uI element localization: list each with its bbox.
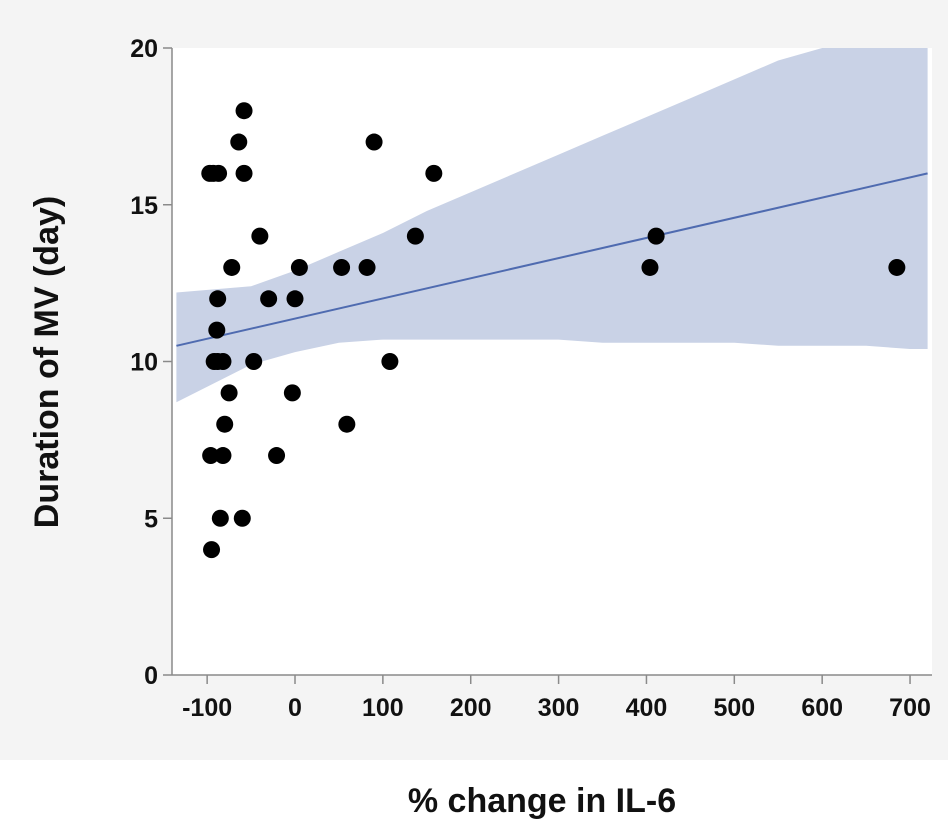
data-point xyxy=(220,384,238,402)
data-point xyxy=(260,290,278,308)
data-point xyxy=(208,321,226,339)
x-tick-label: 700 xyxy=(889,694,931,722)
y-tick-label: 20 xyxy=(130,35,158,63)
data-point xyxy=(211,509,229,527)
data-point xyxy=(338,415,356,433)
data-point xyxy=(283,384,301,402)
data-point xyxy=(230,133,248,151)
data-point xyxy=(358,258,376,276)
data-point xyxy=(214,447,232,465)
x-tick-label: 500 xyxy=(713,694,755,722)
data-point xyxy=(425,164,443,182)
y-tick-label: 15 xyxy=(130,192,158,220)
confidence-band xyxy=(176,48,928,403)
data-point xyxy=(268,447,286,465)
fit-line xyxy=(176,172,928,347)
points-layer xyxy=(201,102,906,559)
x-tick-label: -100 xyxy=(182,694,232,722)
x-tick-label: 300 xyxy=(538,694,580,722)
data-point xyxy=(381,353,399,370)
data-point xyxy=(245,353,263,370)
x-axis-title: % change in IL-6 xyxy=(408,782,676,820)
data-point xyxy=(647,227,665,245)
x-tick-label: 100 xyxy=(362,694,404,722)
data-point xyxy=(406,227,424,245)
data-point xyxy=(286,290,304,308)
data-point xyxy=(641,258,659,276)
data-point xyxy=(203,541,221,559)
y-tick-label: 0 xyxy=(144,662,158,690)
confidence-band-layer xyxy=(176,48,928,403)
y-tick-label: 10 xyxy=(130,349,158,377)
y-axis-title: Duration of MV (day) xyxy=(28,196,66,528)
data-point xyxy=(223,258,241,276)
data-point xyxy=(233,509,251,527)
x-tick-label: 200 xyxy=(450,694,492,722)
data-point xyxy=(888,258,906,276)
data-point xyxy=(251,227,269,245)
data-point xyxy=(216,415,234,433)
x-tick-label: 600 xyxy=(801,694,843,722)
data-point xyxy=(209,290,227,308)
x-tick-label: 0 xyxy=(288,694,302,722)
y-ticks-layer: 0 5 10 15 20 xyxy=(130,35,172,690)
x-ticks-layer: -100 0 100 200 300 400 500 600 700 xyxy=(182,675,931,722)
fit-line-layer xyxy=(176,172,928,347)
data-point xyxy=(202,447,220,465)
data-point xyxy=(290,258,308,276)
data-point xyxy=(210,164,228,182)
y-tick-label: 5 xyxy=(144,505,158,533)
data-point xyxy=(235,164,253,182)
data-point xyxy=(235,102,253,120)
data-point xyxy=(365,133,383,151)
data-point xyxy=(333,258,351,276)
x-tick-label: 400 xyxy=(626,694,668,722)
data-point xyxy=(214,353,232,370)
